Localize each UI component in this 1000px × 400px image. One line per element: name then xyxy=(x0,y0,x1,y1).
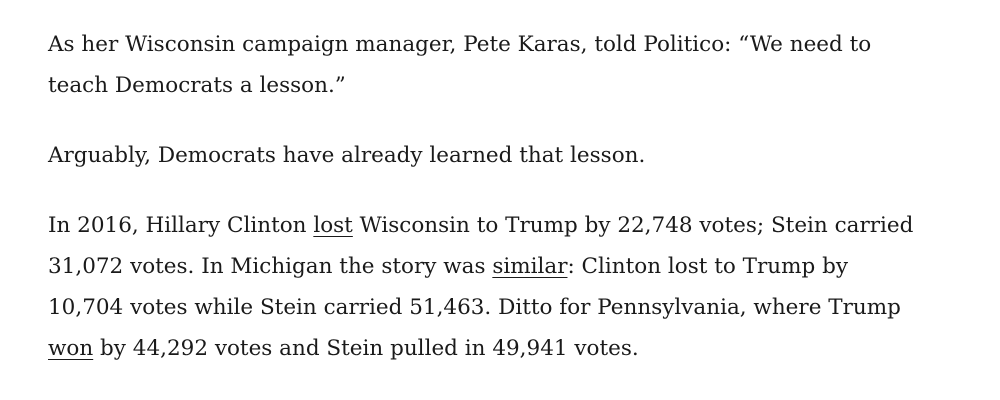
paragraph: Arguably, Democrats have already learned… xyxy=(48,135,928,176)
text-run: In 2016, Hillary Clinton xyxy=(48,213,314,238)
inline-link[interactable]: similar xyxy=(492,254,568,279)
text-run: : Clinton lost to Trump by 10,704 votes … xyxy=(48,254,901,320)
text-run: As her Wisconsin campaign manager, Pete … xyxy=(48,32,872,98)
paragraph: As her Wisconsin campaign manager, Pete … xyxy=(48,24,928,106)
inline-link[interactable]: won xyxy=(48,336,94,361)
inline-link[interactable]: lost xyxy=(313,213,353,238)
paragraph: In 2016, Hillary Clinton lost Wisconsin … xyxy=(48,205,928,369)
text-run: by 44,292 votes and Stein pulled in 49,9… xyxy=(93,336,639,361)
text-run: Wisconsin to Trump by 22,748 votes; Stei… xyxy=(48,213,914,279)
text-run: Arguably, Democrats have already learned… xyxy=(48,143,646,168)
